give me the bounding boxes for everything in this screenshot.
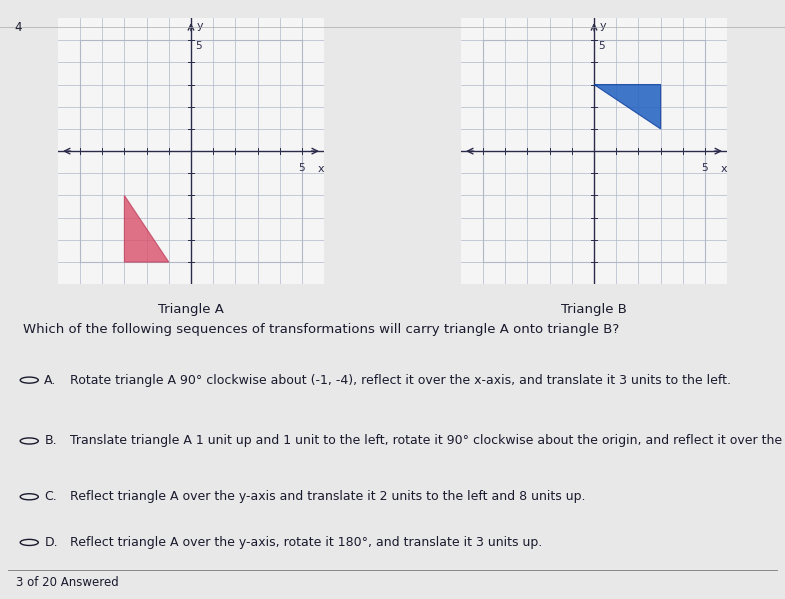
Text: Reflect triangle A over the y-axis, rotate it 180°, and translate it 3 units up.: Reflect triangle A over the y-axis, rota… xyxy=(70,536,542,549)
Text: Rotate triangle A 90° clockwise about (-1, -4), reflect it over the x-axis, and : Rotate triangle A 90° clockwise about (-… xyxy=(70,374,731,386)
Text: Translate triangle A 1 unit up and 1 unit to the left, rotate it 90° clockwise a: Translate triangle A 1 unit up and 1 uni… xyxy=(70,434,785,447)
Text: 4: 4 xyxy=(14,21,22,34)
Text: y: y xyxy=(600,22,606,31)
Text: Reflect triangle A over the y-axis and translate it 2 units to the left and 8 un: Reflect triangle A over the y-axis and t… xyxy=(70,490,586,503)
Text: Triangle B: Triangle B xyxy=(561,303,627,316)
Polygon shape xyxy=(594,84,661,129)
Text: B.: B. xyxy=(44,434,57,447)
Text: 5: 5 xyxy=(195,41,202,52)
Text: y: y xyxy=(196,22,203,31)
Text: D.: D. xyxy=(44,536,58,549)
Text: 3 of 20 Answered: 3 of 20 Answered xyxy=(16,576,119,589)
Text: A.: A. xyxy=(44,374,57,386)
Text: x: x xyxy=(721,165,727,174)
Text: C.: C. xyxy=(44,490,57,503)
Text: 5: 5 xyxy=(298,164,305,173)
Text: 5: 5 xyxy=(598,41,605,52)
Polygon shape xyxy=(124,195,169,262)
Text: Which of the following sequences of transformations will carry triangle A onto t: Which of the following sequences of tran… xyxy=(24,323,619,336)
Text: x: x xyxy=(317,165,324,174)
Text: 5: 5 xyxy=(702,164,708,173)
Text: Triangle A: Triangle A xyxy=(158,303,224,316)
